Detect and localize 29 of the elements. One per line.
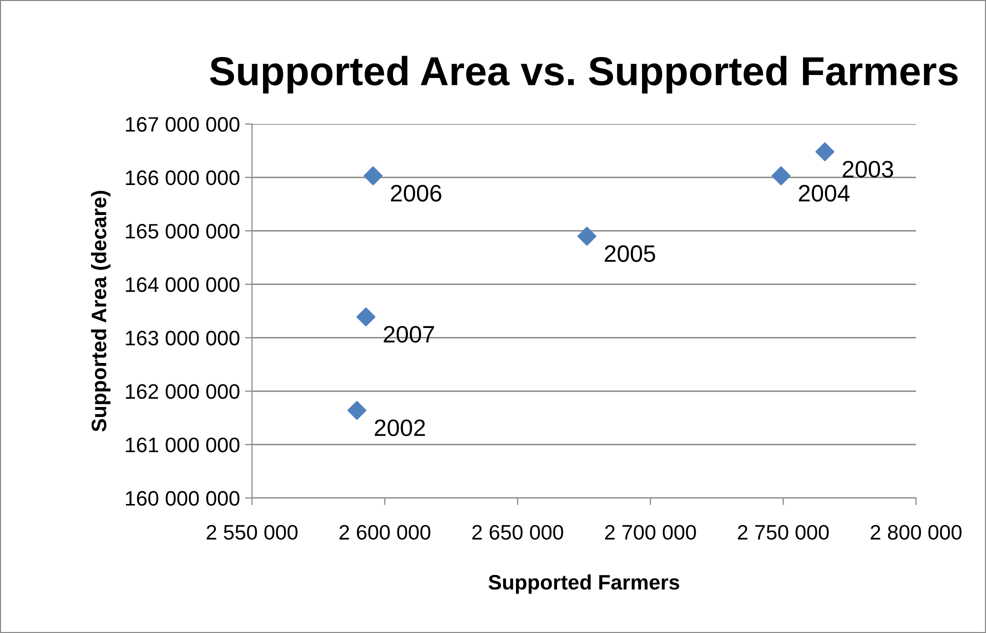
- y-tick-label: 163 000 000: [126, 330, 240, 346]
- y-tick-label: 161 000 000: [126, 438, 240, 452]
- x-axis-title: Supported Farmers: [488, 574, 680, 594]
- point: [577, 226, 596, 246]
- point: [815, 142, 834, 162]
- y-tick-label: 162 000 000: [126, 384, 240, 399]
- annotation: 2004: [798, 184, 850, 202]
- annotation: 2003: [842, 160, 894, 178]
- annotation: 2007: [384, 326, 434, 343]
- y-tick-label: 164 000 000: [126, 277, 240, 292]
- x-tick-label: 2 550 000: [206, 524, 298, 540]
- x-tick-label: 2 800 000: [870, 524, 962, 540]
- y-tick-label: 160 000 000: [126, 491, 240, 506]
- annotation: 2002: [374, 419, 425, 436]
- annotation: 2006: [390, 184, 442, 202]
- annotation: 2005: [604, 245, 656, 262]
- point: [356, 307, 376, 326]
- point: [364, 166, 383, 186]
- chart-title: Supported Area vs. Supported Farmers: [210, 56, 958, 94]
- y-tick-label: 167 000 000: [126, 117, 240, 132]
- x-tick-label: 2 700 000: [605, 524, 696, 540]
- y-axis-title: Supported Area (decare): [91, 190, 110, 432]
- y-tick-label: 165 000 000: [126, 224, 240, 239]
- x-tick-label: 2 600 000: [340, 524, 430, 540]
- point: [347, 400, 366, 420]
- point: [772, 166, 791, 186]
- y-tick-label: 166 000 000: [126, 170, 240, 186]
- x-tick-label: 2 650 000: [472, 524, 564, 540]
- x-tick-label: 2 750 000: [738, 524, 829, 540]
